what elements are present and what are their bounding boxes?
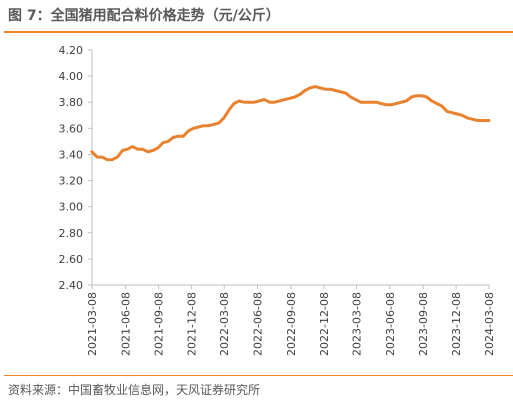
x-tick-label: 2021-03-08 [86, 292, 99, 356]
source-note: 资料来源：中国畜牧业信息网，天风证券研究所 [8, 383, 261, 397]
x-tick-label: 2023-06-08 [384, 292, 397, 356]
y-tick-label: 3.20 [59, 175, 84, 188]
x-tick-label: 2021-09-08 [153, 292, 166, 356]
y-axis: 2.40 2.60 2.80 3.00 3.20 3.40 3.60 3.80 4.00 4.20 [59, 44, 93, 292]
y-tick-label: 2.60 [59, 253, 84, 266]
x-tick-label: 2023-03-08 [350, 292, 363, 356]
x-tick-label: 2022-09-08 [285, 292, 298, 356]
y-tick-label: 4.20 [59, 44, 84, 57]
series-line [90, 85, 491, 162]
y-tick-label: 4.00 [59, 70, 84, 83]
x-tick-label: 2022-03-08 [218, 292, 231, 356]
y-tick-label: 2.40 [59, 279, 84, 292]
x-tick-label: 2022-12-08 [318, 292, 331, 356]
y-tick-label: 3.40 [59, 148, 84, 161]
y-tick-label: 3.80 [59, 96, 84, 109]
chart-title: 图 7：全国猪用配合料价格走势（元/公斤） [8, 8, 280, 24]
x-tick-label: 2021-12-08 [186, 292, 199, 356]
x-tick-label: 2023-09-08 [417, 292, 430, 356]
y-tick-label: 2.80 [59, 227, 84, 240]
x-tick-label: 2022-06-08 [252, 292, 265, 356]
title-divider [4, 31, 513, 33]
x-tick-label: 2021-06-08 [119, 292, 132, 356]
y-tick-label: 3.60 [59, 122, 84, 135]
x-axis: 2021-03-08 2021-06-08 2021-09-08 2021-12-08… [86, 284, 496, 356]
x-tick-label: 2024-03-08 [483, 292, 496, 356]
series-layer [90, 85, 491, 162]
y-tick-label: 3.00 [59, 201, 84, 214]
source-divider [4, 375, 513, 376]
x-tick-label: 2023-12-08 [450, 292, 463, 356]
